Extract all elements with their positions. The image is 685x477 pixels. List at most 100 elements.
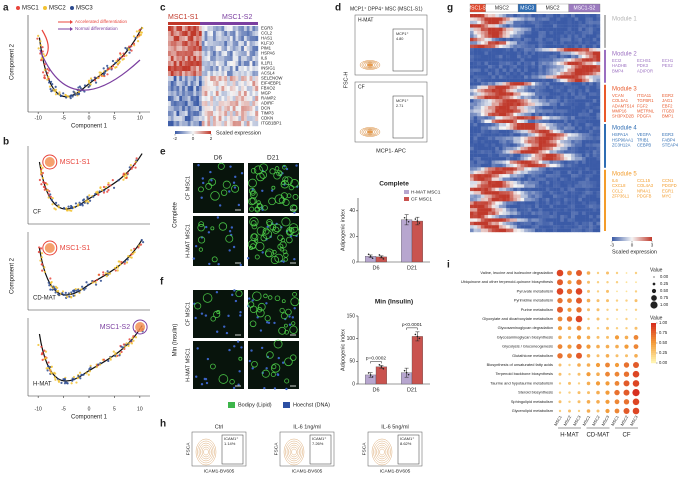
heat-cell [524,229,528,233]
cell-point [114,67,116,69]
heat-cell [233,86,236,91]
heat-cell [470,86,474,90]
heat-cell [196,96,199,101]
cell-point [90,83,92,85]
heat-cell [582,38,586,42]
heat-cell [557,45,561,49]
heat-cell [564,222,568,226]
heat-cell [481,113,485,117]
heat-cell [575,92,579,96]
heat-cell [488,24,492,28]
heat-cell [213,41,216,46]
heat-cell [557,171,561,175]
heat-cell [560,103,564,107]
heat-cell [477,215,481,219]
cell-point [40,183,42,185]
dot [576,353,582,359]
dot [614,390,619,395]
heat-cell [179,116,182,121]
heat-cell [474,34,478,38]
heat-cell [586,171,590,175]
heat-cell [524,92,528,96]
heat-cell [593,38,597,42]
heat-cell [564,28,568,32]
heat-cell [179,61,182,66]
heat-cell [524,38,528,42]
heat-cell [171,81,174,86]
heat-cell [176,51,179,56]
heat-cell [510,106,514,110]
heat-cell [589,113,593,117]
heat-cell [196,81,199,86]
heat-cell [549,113,553,117]
heat-cell [470,174,474,178]
heat-cell [492,188,496,192]
heat-cell [589,174,593,178]
heat-cell [495,69,499,73]
cell-point [119,260,121,262]
heat-cell [210,41,213,46]
heat-cell [578,137,582,141]
heat-cell [247,111,250,116]
dot [559,400,562,403]
heat-cell [210,56,213,61]
heat-cell [586,58,590,62]
heat-cell [578,14,582,18]
heat-cell [224,51,227,56]
heat-cell [219,116,222,121]
dot [557,298,562,303]
heat-cell [528,229,532,233]
heat-cell [524,58,528,62]
heat-cell [582,62,586,66]
heat-cell [524,48,528,52]
heat-cell [531,140,535,144]
heat-cell [205,71,208,76]
heat-cell [582,143,586,147]
heat-cell [503,41,507,45]
cell-point [140,31,142,33]
heat-cell [499,140,503,144]
heat-cell [539,222,543,226]
replicate-dot [408,374,410,376]
heat-cell [513,113,517,117]
heat-cell [546,181,550,185]
heat-cell [549,48,553,52]
legend-title: Value [650,267,663,273]
colorbar-tick: -3 [610,243,614,248]
heat-cell [560,157,564,161]
heat-cell [477,137,481,141]
nucleus [237,340,239,342]
dot [624,380,630,386]
heat-cell [205,116,208,121]
heat-cell [233,96,236,101]
heat-cell [506,120,510,124]
heat-cell [521,55,525,59]
heat-cell [549,218,553,222]
heat-cell [517,181,521,185]
heat-cell [521,113,525,117]
cell-point [85,372,87,374]
heat-cell [596,229,600,233]
heat-cell [557,208,561,212]
gate-value: 7.26% [312,441,324,446]
heat-cell [238,71,241,76]
heat-cell [531,130,535,134]
heat-cell [553,191,557,195]
cell-point [103,67,105,69]
heat-cell [492,58,496,62]
heat-cell [510,65,514,69]
cell-point [134,163,136,165]
colorbar-step [651,335,656,337]
group-label: H-MAT [560,433,579,439]
heat-cell [553,106,557,110]
heat-cell [586,103,590,107]
heat-cell [582,86,586,90]
cell-point [52,197,54,199]
heat-cell [513,171,517,175]
dot [615,335,619,339]
heat-cell [503,225,507,229]
heat-cell [578,212,582,216]
heat-cell [236,71,239,76]
heat-cell [521,133,525,137]
heat-cell [560,116,564,120]
